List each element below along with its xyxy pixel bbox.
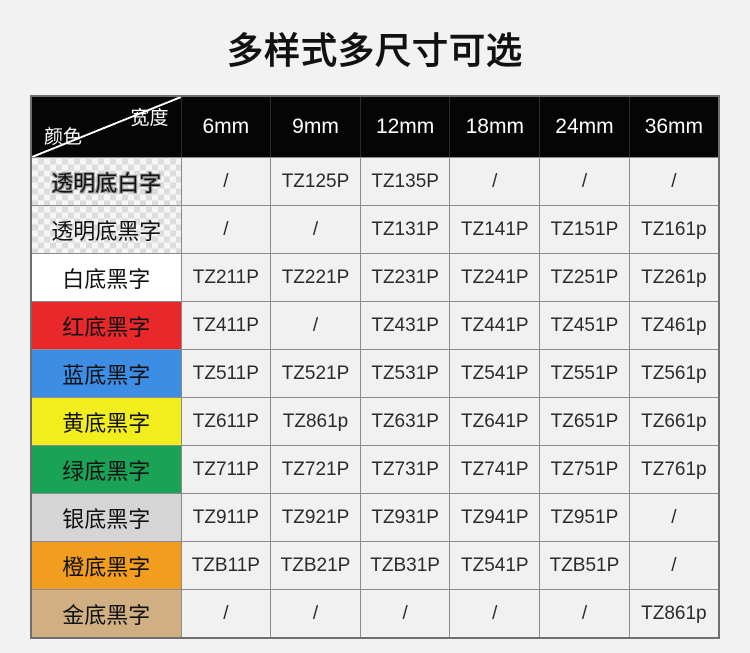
cell-value: TZ761p <box>628 445 720 494</box>
cell-value: TZ661p <box>628 397 720 446</box>
cell-value: TZ431P <box>359 301 451 350</box>
cell-value: TZ651P <box>539 397 630 446</box>
cell-value: TZ611P <box>180 397 272 446</box>
cell-value: TZ441P <box>449 301 541 350</box>
cell-value: / <box>449 157 541 206</box>
row-label: 白底黑字 <box>30 253 182 302</box>
cell-value: / <box>270 205 361 254</box>
cell-value: TZ951P <box>539 493 630 542</box>
cell-value: / <box>180 205 272 254</box>
column-header-18mm: 18mm <box>449 95 541 158</box>
corner-width-label: 宽度 <box>130 108 169 129</box>
cell-value: TZ221P <box>270 253 361 302</box>
cell-value: TZ135P <box>359 157 451 206</box>
row-label: 透明底白字 <box>30 157 182 206</box>
table-row: 白底黑字 TZ211P TZ221P TZ231P TZ241P TZ251P … <box>30 253 720 302</box>
cell-value: TZ631P <box>359 397 451 446</box>
cell-value: TZ551P <box>539 349 630 398</box>
row-label: 透明底黑字 <box>30 205 182 254</box>
cell-value: TZB11P <box>180 541 272 590</box>
cell-value: TZ411P <box>180 301 272 350</box>
cell-value: / <box>628 541 720 590</box>
cell-value: TZ561p <box>628 349 720 398</box>
cell-value: TZ721P <box>270 445 361 494</box>
cell-value: TZ131P <box>359 205 451 254</box>
cell-value: TZ861p <box>270 397 361 446</box>
table-row: 红底黑字 TZ411P / TZ431P TZ441P TZ451P TZ461… <box>30 301 720 350</box>
cell-value: / <box>270 301 361 350</box>
table-row: 黄底黑字 TZ611P TZ861p TZ631P TZ641P TZ651P … <box>30 397 720 446</box>
page-title: 多样式多尺寸可选 <box>226 30 523 71</box>
cell-value: TZB21P <box>270 541 361 590</box>
row-label: 银底黑字 <box>30 493 182 542</box>
column-header-6mm: 6mm <box>180 95 272 158</box>
corner-color-label: 颜色 <box>44 127 83 148</box>
cell-value: TZ911P <box>180 493 272 542</box>
row-label: 红底黑字 <box>30 301 182 350</box>
cell-value: TZ251P <box>539 253 630 302</box>
cell-value: TZB31P <box>359 541 451 590</box>
cell-value: TZ641P <box>449 397 541 446</box>
column-header-12mm: 12mm <box>359 95 451 158</box>
cell-value: TZ151P <box>539 205 630 254</box>
row-label: 橙底黑字 <box>30 541 182 590</box>
table-row: 蓝底黑字 TZ511P TZ521P TZ531P TZ541P TZ551P … <box>30 349 720 398</box>
column-header-24mm: 24mm <box>539 95 630 158</box>
cell-value: TZ541P <box>449 541 541 590</box>
cell-value: TZ861p <box>628 589 720 639</box>
cell-value: / <box>628 157 720 206</box>
row-label: 金底黑字 <box>30 589 182 639</box>
table-row: 绿底黑字 TZ711P TZ721P TZ731P TZ741P TZ751P … <box>30 445 720 494</box>
cell-value: TZ241P <box>449 253 541 302</box>
cell-value: TZ531P <box>359 349 451 398</box>
table-body: 透明底白字 / TZ125P TZ135P / / / 透明底黑字 / / TZ… <box>30 157 720 639</box>
diagonal-divider <box>32 97 180 157</box>
column-header-36mm: 36mm <box>628 95 720 158</box>
table-row: 银底黑字 TZ911P TZ921P TZ931P TZ941P TZ951P … <box>30 493 720 542</box>
row-label: 绿底黑字 <box>30 445 182 494</box>
cell-value: TZ461p <box>628 301 720 350</box>
cell-value: / <box>628 493 720 542</box>
cell-value: TZ125P <box>270 157 361 206</box>
cell-value: / <box>270 589 361 639</box>
cell-value: TZ921P <box>270 493 361 542</box>
cell-value: TZ941P <box>449 493 541 542</box>
cell-value: TZ261p <box>628 253 720 302</box>
cell-value: TZ751P <box>539 445 630 494</box>
cell-value: / <box>539 589 630 639</box>
table-row: 橙底黑字 TZB11P TZB21P TZB31P TZ541P TZB51P … <box>30 541 720 590</box>
cell-value: TZ731P <box>359 445 451 494</box>
cell-value: TZ451P <box>539 301 630 350</box>
row-label: 黄底黑字 <box>30 397 182 446</box>
cell-value: TZ141P <box>449 205 541 254</box>
cell-value: TZ741P <box>449 445 541 494</box>
cell-value: TZ211P <box>180 253 272 302</box>
row-label: 蓝底黑字 <box>30 349 182 398</box>
cell-value: / <box>359 589 451 639</box>
cell-value: / <box>180 157 272 206</box>
size-color-table: 宽度 颜色 6mm 9mm 12mm 18mm 24mm 36mm 透明底白字 … <box>30 95 720 639</box>
table-header-row: 宽度 颜色 6mm 9mm 12mm 18mm 24mm 36mm <box>30 95 720 158</box>
corner-header-cell: 宽度 颜色 <box>30 95 182 158</box>
cell-value: TZ161p <box>628 205 720 254</box>
cell-value: / <box>180 589 272 639</box>
cell-value: TZ511P <box>180 349 272 398</box>
cell-value: / <box>449 589 541 639</box>
cell-value: / <box>539 157 630 206</box>
column-header-9mm: 9mm <box>270 95 361 158</box>
table-row: 透明底白字 / TZ125P TZ135P / / / <box>30 157 720 206</box>
table-row: 金底黑字 / / / / / TZ861p <box>30 589 720 639</box>
cell-value: TZ541P <box>449 349 541 398</box>
cell-value: TZ521P <box>270 349 361 398</box>
cell-value: TZ931P <box>359 493 451 542</box>
cell-value: TZB51P <box>539 541 630 590</box>
cell-value: TZ711P <box>180 445 272 494</box>
table-row: 透明底黑字 / / TZ131P TZ141P TZ151P TZ161p <box>30 205 720 254</box>
cell-value: TZ231P <box>359 253 451 302</box>
